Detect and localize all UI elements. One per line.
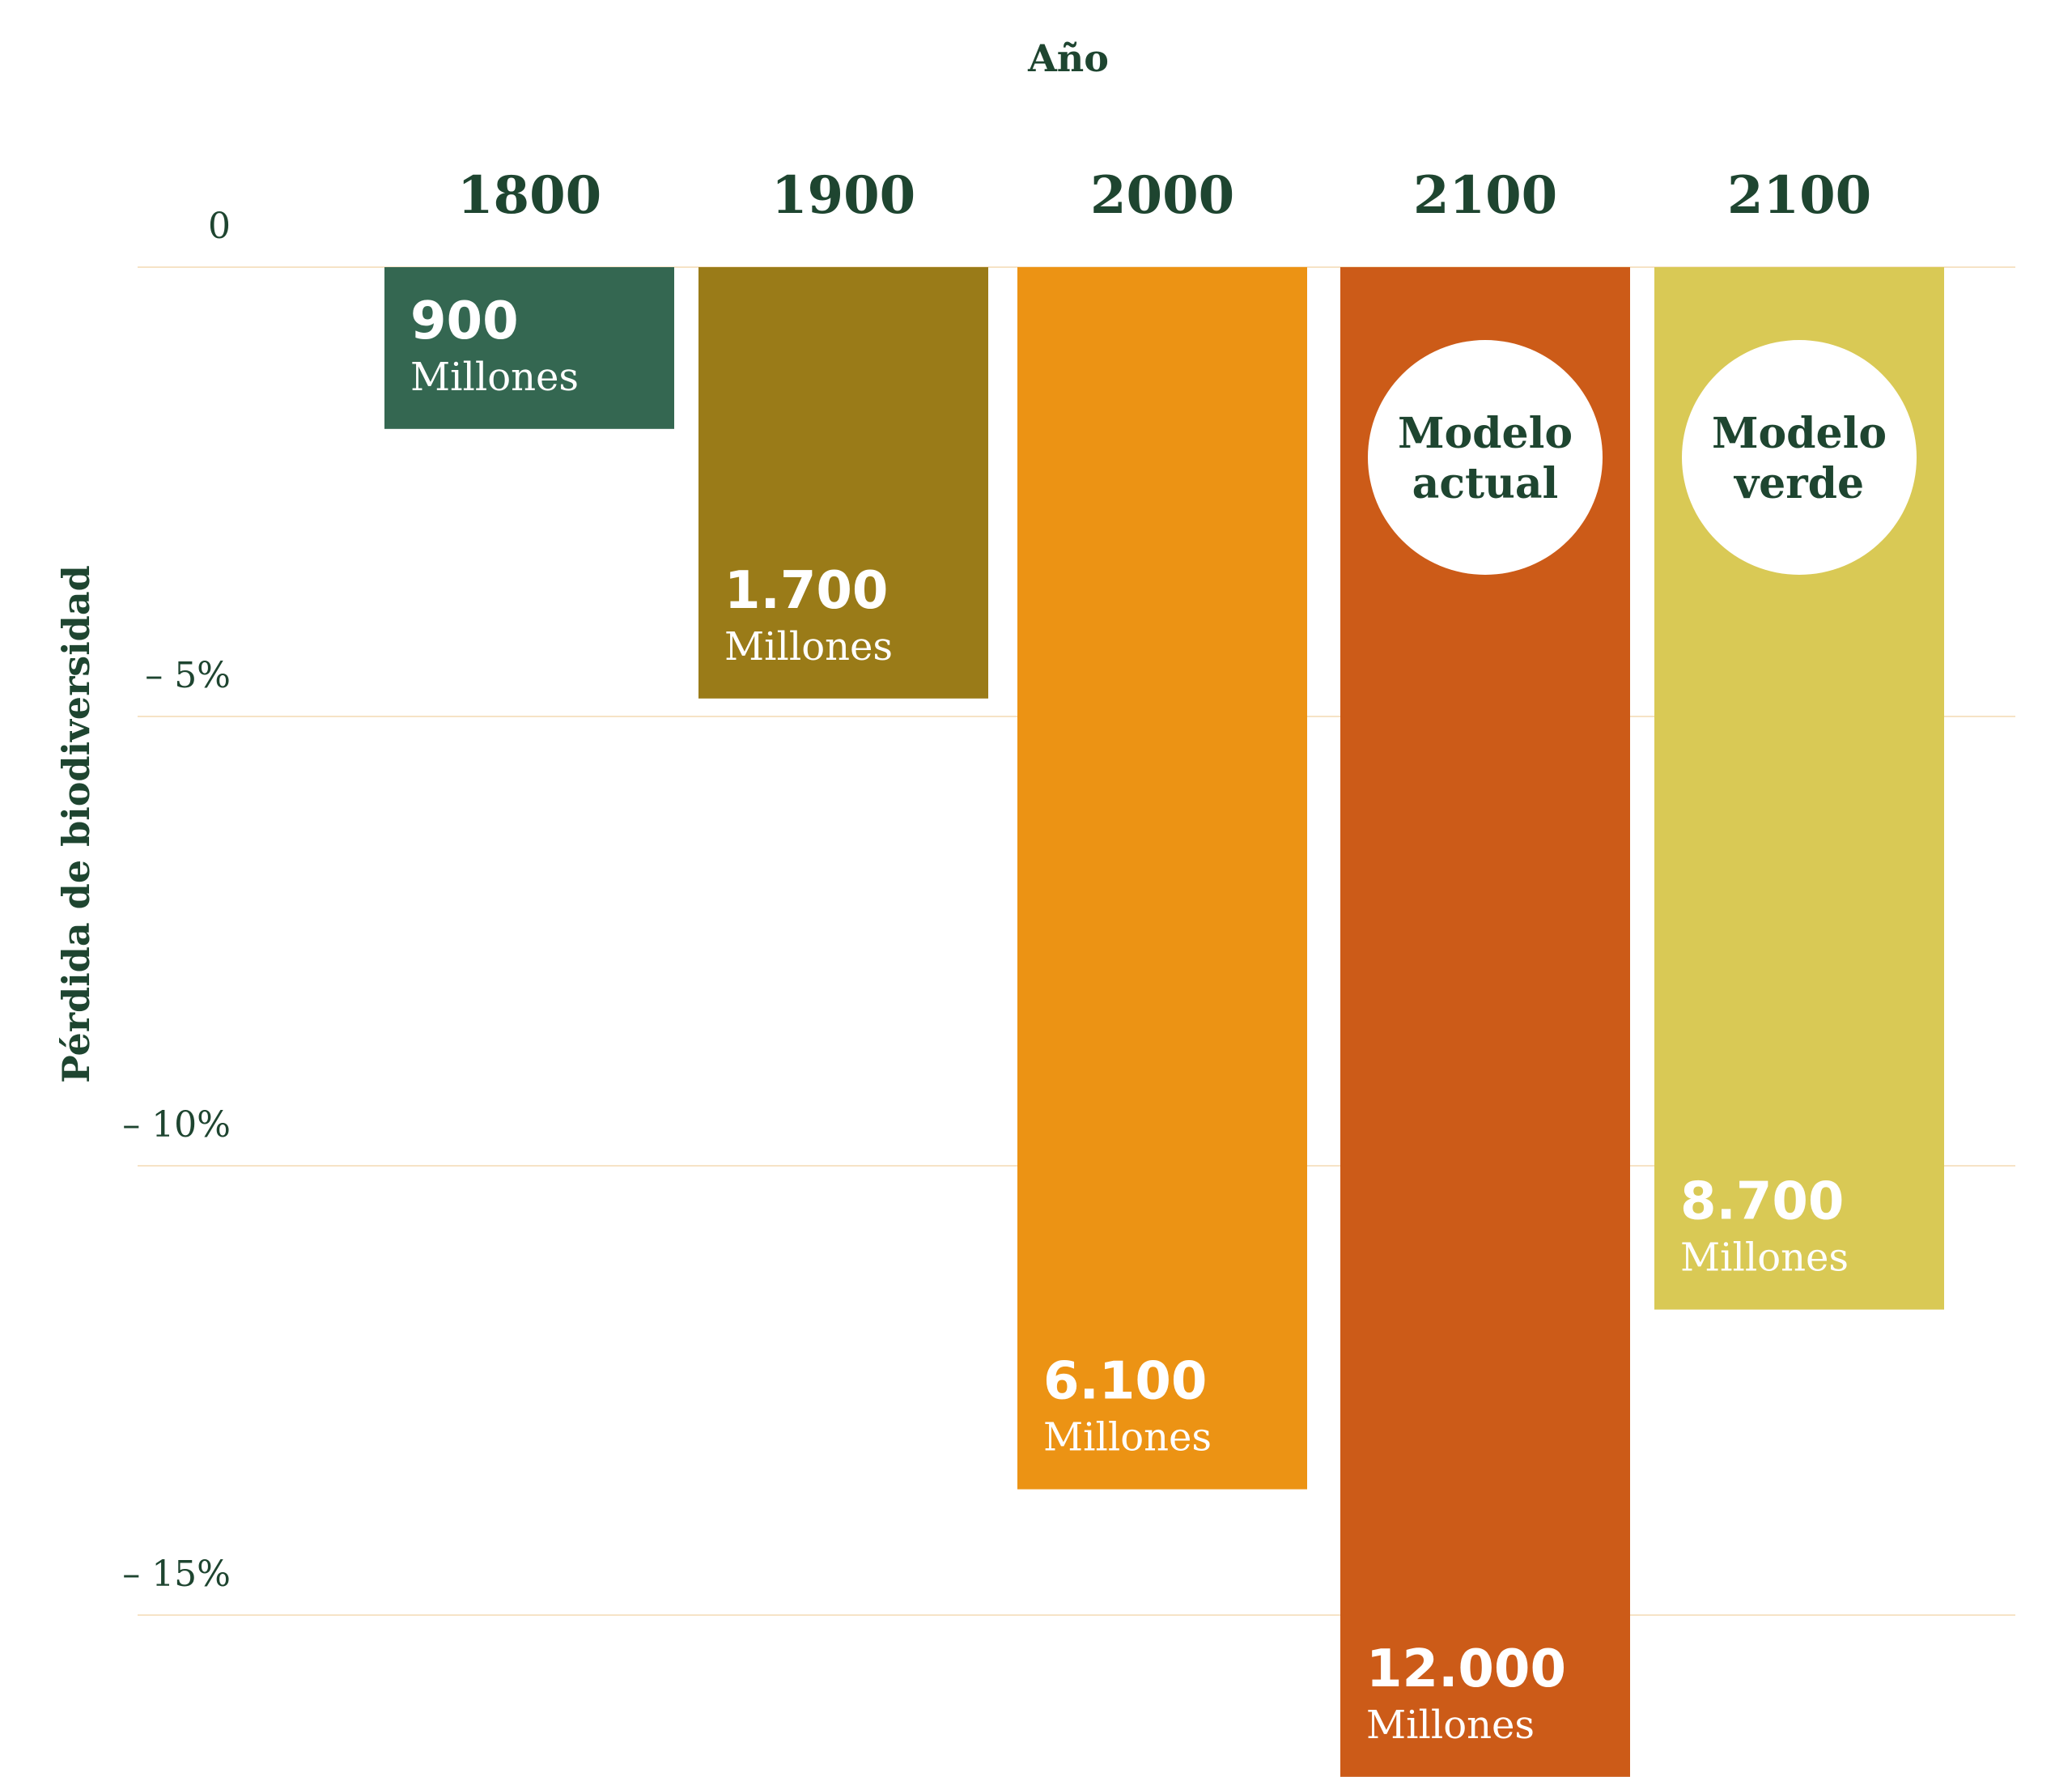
annotation-label: Modelo [1712,409,1887,458]
y-tick-label: 0 [208,206,231,247]
bar-value-label: 1.700 [724,561,888,621]
bar-value-label: 12.000 [1366,1639,1566,1699]
annotation-circle [1368,340,1603,575]
y-tick-label: – 10% [122,1104,231,1146]
x-category-label: 2000 [1090,165,1234,226]
annotation-label: Modelo [1398,409,1573,458]
annotation-label: verde [1734,459,1864,508]
bar-unit-label: Millones [410,355,579,400]
bar-value-label: 6.100 [1043,1352,1207,1412]
x-axis-title: Año [1027,36,1109,80]
y-axis-ticks: 0 – 5% – 10% – 15% [122,206,231,1595]
annotation-circle [1682,340,1917,575]
bar [1017,267,1307,1490]
bar [384,267,674,429]
bar-unit-label: Millones [1043,1415,1212,1460]
x-category-label: 2100 [1413,165,1557,226]
x-category-label: 1900 [771,165,915,226]
bar-value-label: 900 [410,291,519,351]
x-category-label: 1800 [457,165,601,226]
bar-unit-label: Millones [1366,1703,1535,1748]
bar-value-label: 8.700 [1680,1172,1844,1232]
y-tick-label: – 15% [122,1554,231,1595]
x-axis-categories: 1800 1900 2000 2100 2100 [457,165,1871,226]
bar-unit-label: Millones [1680,1235,1849,1281]
y-axis-title: Pérdida de biodiversidad [54,565,98,1083]
bar [698,267,988,699]
bars [384,267,1944,1777]
y-tick-label: – 5% [145,655,231,696]
bar-labels: 900Millones1.700Millones6.100Millones12.… [410,291,1917,1748]
bar-unit-label: Millones [724,624,893,670]
x-category-label: 2100 [1727,165,1871,226]
annotation-label: actual [1412,459,1559,508]
